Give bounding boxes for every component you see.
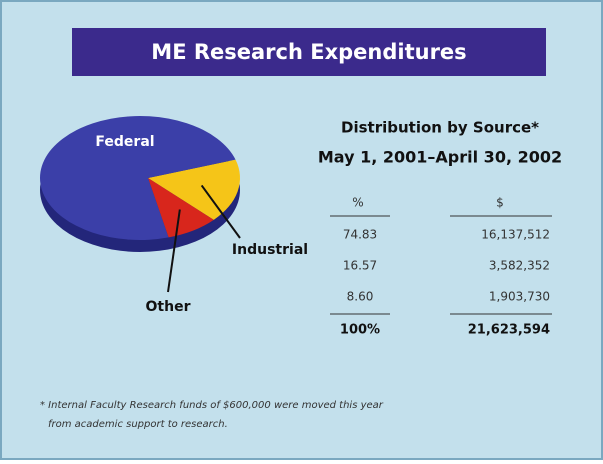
pie-slice	[148, 178, 214, 238]
table-header: $	[496, 196, 504, 210]
footnote: from academic support to research.	[48, 419, 228, 430]
table-amount: 16,137,512	[481, 228, 550, 242]
table-amount: 3,582,352	[489, 259, 550, 273]
pie-slice	[39, 115, 236, 240]
slice-label: Industrial	[232, 242, 308, 258]
subtitle: Distribution by Source*	[341, 119, 539, 137]
footnote: * Internal Faculty Research funds of $60…	[40, 400, 384, 411]
slice-label: Other	[146, 299, 191, 315]
subtitle: May 1, 2001–April 30, 2002	[318, 148, 562, 167]
chart-title: ME Research Expenditures	[151, 40, 466, 64]
slice-label: Federal	[95, 134, 154, 150]
leader-line	[200, 184, 241, 239]
table-percent: 8.60	[347, 290, 374, 304]
table-amount: 1,903,730	[489, 290, 550, 304]
table-percent: 16.57	[343, 259, 377, 273]
total-amount: 21,623,594	[468, 323, 550, 338]
table-percent: 74.83	[343, 228, 377, 242]
title-banner	[72, 28, 546, 76]
table-header: %	[352, 196, 363, 210]
total-percent: 100%	[340, 323, 380, 338]
leader-line	[167, 209, 181, 293]
